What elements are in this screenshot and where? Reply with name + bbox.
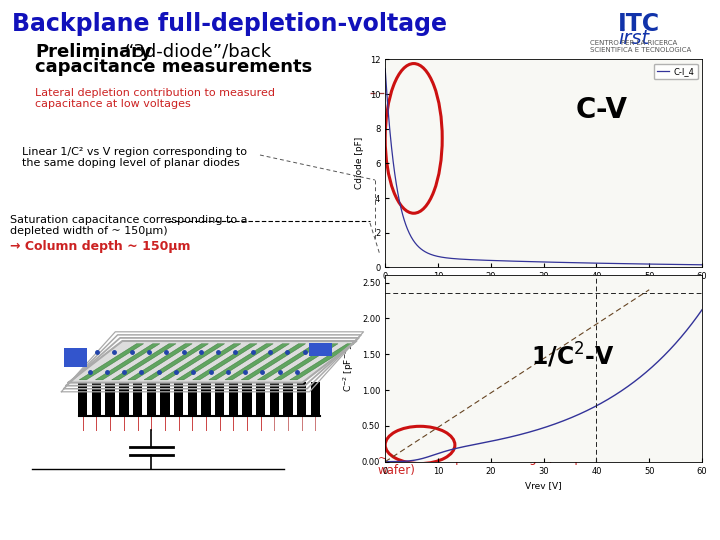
Polygon shape (289, 344, 354, 380)
FancyBboxPatch shape (92, 382, 102, 417)
FancyBboxPatch shape (229, 382, 238, 417)
FancyBboxPatch shape (78, 382, 88, 417)
FancyBboxPatch shape (147, 382, 156, 417)
Text: capacitance measurements: capacitance measurements (35, 58, 312, 76)
Polygon shape (176, 344, 241, 380)
Text: depleted width of ~ 150μm): depleted width of ~ 150μm) (10, 226, 175, 236)
Polygon shape (241, 344, 306, 380)
Text: CENTRO PER LA RICERCA: CENTRO PER LA RICERCA (590, 40, 678, 46)
Polygon shape (209, 344, 274, 380)
Polygon shape (225, 344, 289, 380)
Polygon shape (79, 344, 144, 380)
FancyBboxPatch shape (284, 382, 292, 417)
FancyBboxPatch shape (243, 382, 252, 417)
FancyBboxPatch shape (106, 382, 115, 417)
FancyBboxPatch shape (256, 382, 266, 417)
FancyBboxPatch shape (215, 382, 225, 417)
Text: ~ 40V full depletion voltage (300μm: ~ 40V full depletion voltage (300μm (378, 452, 593, 465)
Text: ITC: ITC (618, 12, 660, 36)
FancyBboxPatch shape (174, 382, 184, 417)
Legend: C-I_4: C-I_4 (654, 64, 698, 79)
FancyBboxPatch shape (133, 382, 143, 417)
Polygon shape (96, 344, 160, 380)
FancyBboxPatch shape (161, 382, 170, 417)
Polygon shape (144, 344, 209, 380)
Polygon shape (274, 344, 338, 380)
Polygon shape (128, 344, 192, 380)
Text: Saturation capacitance corresponding to a: Saturation capacitance corresponding to … (10, 215, 248, 225)
Text: the same doping level of planar diodes: the same doping level of planar diodes (22, 158, 240, 168)
FancyBboxPatch shape (188, 382, 197, 417)
Text: capacitance at low voltages: capacitance at low voltages (35, 99, 191, 109)
Text: wafer): wafer) (378, 464, 416, 477)
Y-axis label: Cdiode [pF]: Cdiode [pF] (355, 137, 364, 190)
Polygon shape (161, 344, 225, 380)
Text: 1/C$^2$-V: 1/C$^2$-V (531, 341, 615, 370)
Polygon shape (112, 344, 176, 380)
Polygon shape (68, 341, 356, 383)
Y-axis label: C$^{-2}$ [pF$^{-2}$]: C$^{-2}$ [pF$^{-2}$] (342, 345, 356, 393)
FancyBboxPatch shape (120, 382, 129, 417)
Text: C-V: C-V (575, 96, 627, 124)
Text: → Column depth ~ 150μm: → Column depth ~ 150μm (10, 240, 191, 253)
FancyBboxPatch shape (311, 382, 320, 417)
X-axis label: Vrev [V]: Vrev [V] (526, 481, 562, 490)
X-axis label: Vrev [V]: Vrev [V] (526, 287, 562, 296)
FancyBboxPatch shape (309, 343, 333, 356)
FancyBboxPatch shape (269, 382, 279, 417)
Text: “3d-diode”/back: “3d-diode”/back (125, 43, 272, 61)
Text: irst: irst (618, 29, 649, 48)
Text: Backplane full-depletion-voltage: Backplane full-depletion-voltage (12, 12, 447, 36)
FancyBboxPatch shape (202, 382, 211, 417)
Text: Lateral depletion contribution to measured: Lateral depletion contribution to measur… (35, 88, 275, 98)
Text: Linear 1/C² vs V region corresponding to: Linear 1/C² vs V region corresponding to (22, 147, 247, 157)
Polygon shape (193, 344, 257, 380)
FancyBboxPatch shape (64, 348, 88, 367)
Text: SCIENTIFICA E TECNOLOGICA: SCIENTIFICA E TECNOLOGICA (590, 47, 691, 53)
Polygon shape (258, 344, 322, 380)
Text: Preliminary: Preliminary (35, 43, 152, 61)
FancyBboxPatch shape (297, 382, 307, 417)
